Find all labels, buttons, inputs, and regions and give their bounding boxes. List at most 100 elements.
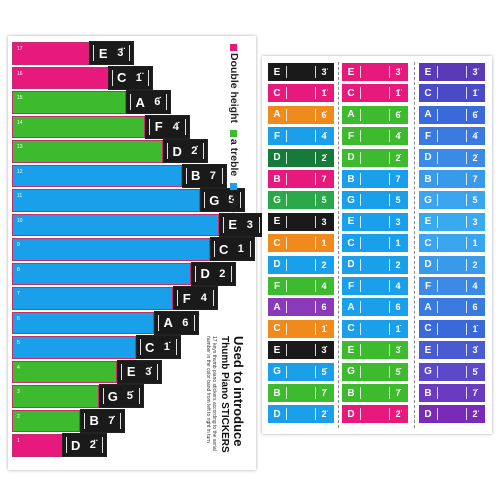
sticker-letter: D: [424, 408, 432, 420]
sticker-border-line: [389, 301, 390, 314]
bar-number: 7: [17, 291, 20, 297]
sticker-border-line: [437, 258, 438, 271]
sticker-letter: A: [347, 109, 355, 121]
sticker-border-line: [437, 151, 438, 164]
sticker-border-line: [389, 322, 390, 335]
note-letter: D: [172, 143, 182, 159]
sticker-letter: D: [273, 152, 281, 164]
note-number: 3̇: [145, 365, 152, 378]
sticker-border-line: [360, 365, 361, 378]
sticker-border-line: [360, 344, 361, 357]
color-band-bar: 16: [12, 66, 108, 89]
intro-title: Used to introduce: [231, 336, 246, 447]
sticker-border-line: [315, 344, 316, 357]
sticker-number: 3: [395, 216, 401, 227]
sticker-letter: D: [347, 259, 355, 271]
sticker-number: 3̈: [395, 67, 401, 77]
color-band-bar: 15: [12, 91, 127, 114]
sticker-border-line: [360, 194, 361, 207]
sticker-number: 2: [472, 259, 478, 270]
note-letter: G: [107, 388, 118, 404]
sticker-number: 5: [472, 195, 478, 206]
sticker-letter: G: [424, 194, 432, 206]
sticker-letter: F: [347, 280, 355, 292]
sticker-border-line: [286, 408, 287, 421]
sticker-letter: D: [424, 152, 432, 164]
sticker-border-line: [466, 408, 467, 421]
tile-border-line: [129, 45, 131, 61]
sticker-border-line: [437, 322, 438, 335]
legend-alto: Alto: [228, 183, 240, 213]
note-number: 2̈: [89, 439, 96, 451]
sticker-border-line: [437, 408, 438, 421]
sticker-letter: A: [273, 109, 281, 121]
note-number: 1̈: [135, 71, 142, 84]
sticker-border-line: [437, 237, 438, 250]
sticker-border-line: [437, 130, 438, 143]
tile-border-line: [212, 290, 214, 306]
sticker-number: 1: [472, 238, 478, 249]
sticker-border-line: [437, 387, 438, 399]
sticker-border-line: [286, 258, 287, 271]
sticker-border-line: [360, 87, 361, 100]
sticker-border-line: [360, 108, 361, 121]
sticker-letter: A: [424, 109, 432, 121]
tile-border-line: [121, 363, 123, 380]
bar-number: 17: [17, 46, 23, 52]
bar-number: 5: [17, 340, 20, 346]
color-band-bar: 9: [12, 238, 210, 261]
sticker-letter: A: [347, 301, 355, 313]
sticker-border-line: [360, 130, 361, 143]
sticker-number: 1: [395, 238, 401, 249]
sticker-number: 7̇: [321, 388, 327, 398]
sticker-number: 4: [321, 281, 327, 291]
note-number: 6̇: [154, 96, 161, 108]
sticker-sheet-left: 17 16 15 14 13 12 11 10 9 8 7 6 5 4 3 2 1 E 3̈ C 1̈ A 6̇ F 4̇ D 2…: [8, 36, 264, 470]
sticker-border-line: [315, 66, 316, 78]
sticker-border-line: [466, 387, 467, 399]
sticker-letter: E: [424, 344, 432, 356]
sticker-border-line: [315, 173, 316, 185]
strip-sticker: F 4̇: [342, 127, 408, 146]
sticker-border-line: [360, 173, 361, 185]
color-band-bar: 11: [12, 189, 201, 212]
sticker-border-line: [286, 173, 287, 185]
sticker-letter: E: [347, 66, 355, 78]
strip-sticker: B 7̇: [342, 384, 408, 402]
sticker-border-line: [315, 194, 316, 207]
color-band-bar: 10: [12, 213, 219, 236]
sticker-border-line: [437, 87, 438, 100]
sticker-border-line: [389, 365, 390, 378]
strip-sticker: G 5̇: [342, 362, 408, 381]
sticker-number: 1̇: [321, 323, 327, 334]
sticker-letter: G: [347, 194, 355, 206]
sticker-letter: E: [424, 216, 432, 228]
bar-number: 4: [17, 364, 20, 371]
sticker-letter: C: [424, 87, 432, 99]
note-letter: B: [89, 413, 99, 428]
bar-number: 2: [17, 413, 20, 420]
strip-sticker: A 6̇: [268, 105, 334, 124]
sticker-letter: C: [347, 87, 355, 99]
sticker-border-line: [315, 108, 316, 121]
tile-border-line: [111, 69, 113, 86]
sticker-number: 2: [395, 259, 401, 270]
note-tile: A 6̇: [126, 90, 172, 114]
note-tile: B 7̇: [80, 408, 126, 433]
note-number: 4̇: [172, 120, 179, 133]
note-number: 6: [182, 316, 189, 329]
tile-border-line: [204, 192, 206, 208]
sticker-number: 6̇: [321, 109, 327, 120]
color-band-bar: 4: [12, 360, 118, 383]
sticker-number: 3̇: [395, 345, 401, 356]
sticker-letter: C: [424, 323, 432, 335]
legend: Double height a treble Alto: [228, 44, 240, 213]
sticker-border-line: [466, 237, 467, 250]
